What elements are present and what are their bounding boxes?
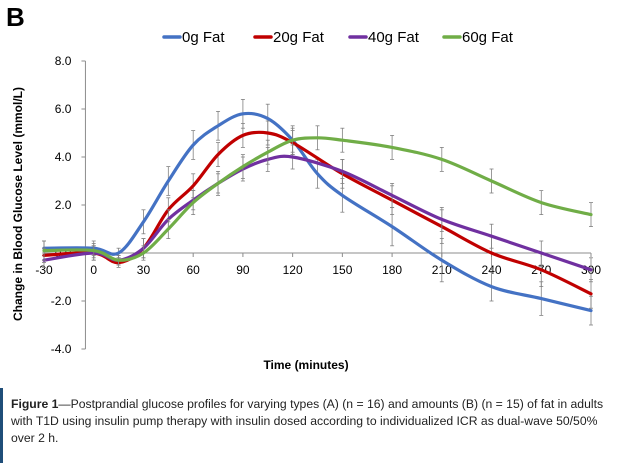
legend-label-0g-fat: 0g Fat: [182, 29, 225, 46]
series-lines: [42, 99, 593, 326]
legend-label-60g-fat: 60g Fat: [462, 29, 514, 46]
series-line-40g-fat: [42, 154, 593, 272]
y-tick-label: -2.0: [51, 294, 72, 308]
x-tick-label: 180: [382, 263, 402, 277]
figure-caption: Figure 1—Postprandial glucose profiles f…: [0, 388, 622, 463]
caption-label: Figure 1: [11, 397, 59, 411]
series-line-20g-fat: [42, 130, 593, 296]
x-tick-label: 90: [236, 263, 250, 277]
x-tick-label: 0: [90, 263, 97, 277]
series-60g-fat: [42, 125, 593, 266]
y-tick-label: 2.0: [55, 198, 72, 212]
legend: 0g Fat 20g Fat 40g Fat 60g Fat: [162, 29, 514, 46]
x-tick-label: 60: [187, 263, 201, 277]
line-chart: 8.06.04.02.00.0-2.0-4.0 -30 0 30 60 90 120 150…: [11, 29, 601, 372]
legend-label-20g-fat: 20g Fat: [273, 29, 325, 46]
legend-label-40g-fat: 40g Fat: [368, 29, 420, 46]
y-tick-label: -4.0: [51, 342, 72, 356]
y-tick-label: 6.0: [55, 102, 72, 116]
x-axis-title: Time (minutes): [263, 358, 348, 372]
series-line-0g-fat: [42, 111, 593, 313]
x-tick-label: 120: [283, 263, 303, 277]
caption-text: —Postprandial glucose profiles for varyi…: [11, 397, 604, 445]
x-tick-label: 150: [332, 263, 352, 277]
x-tick-label: 30: [137, 263, 151, 277]
x-tick-label: -30: [35, 263, 53, 277]
panel-letter: B: [6, 2, 25, 32]
y-tick-label: 4.0: [55, 150, 72, 164]
y-tick-label: 8.0: [55, 54, 72, 68]
y-axis: 8.06.04.02.00.0-2.0-4.0: [51, 54, 86, 356]
y-axis-title: Change in Blood Glucose Level (mmol/L): [11, 87, 25, 321]
series-line-60g-fat: [42, 136, 593, 262]
